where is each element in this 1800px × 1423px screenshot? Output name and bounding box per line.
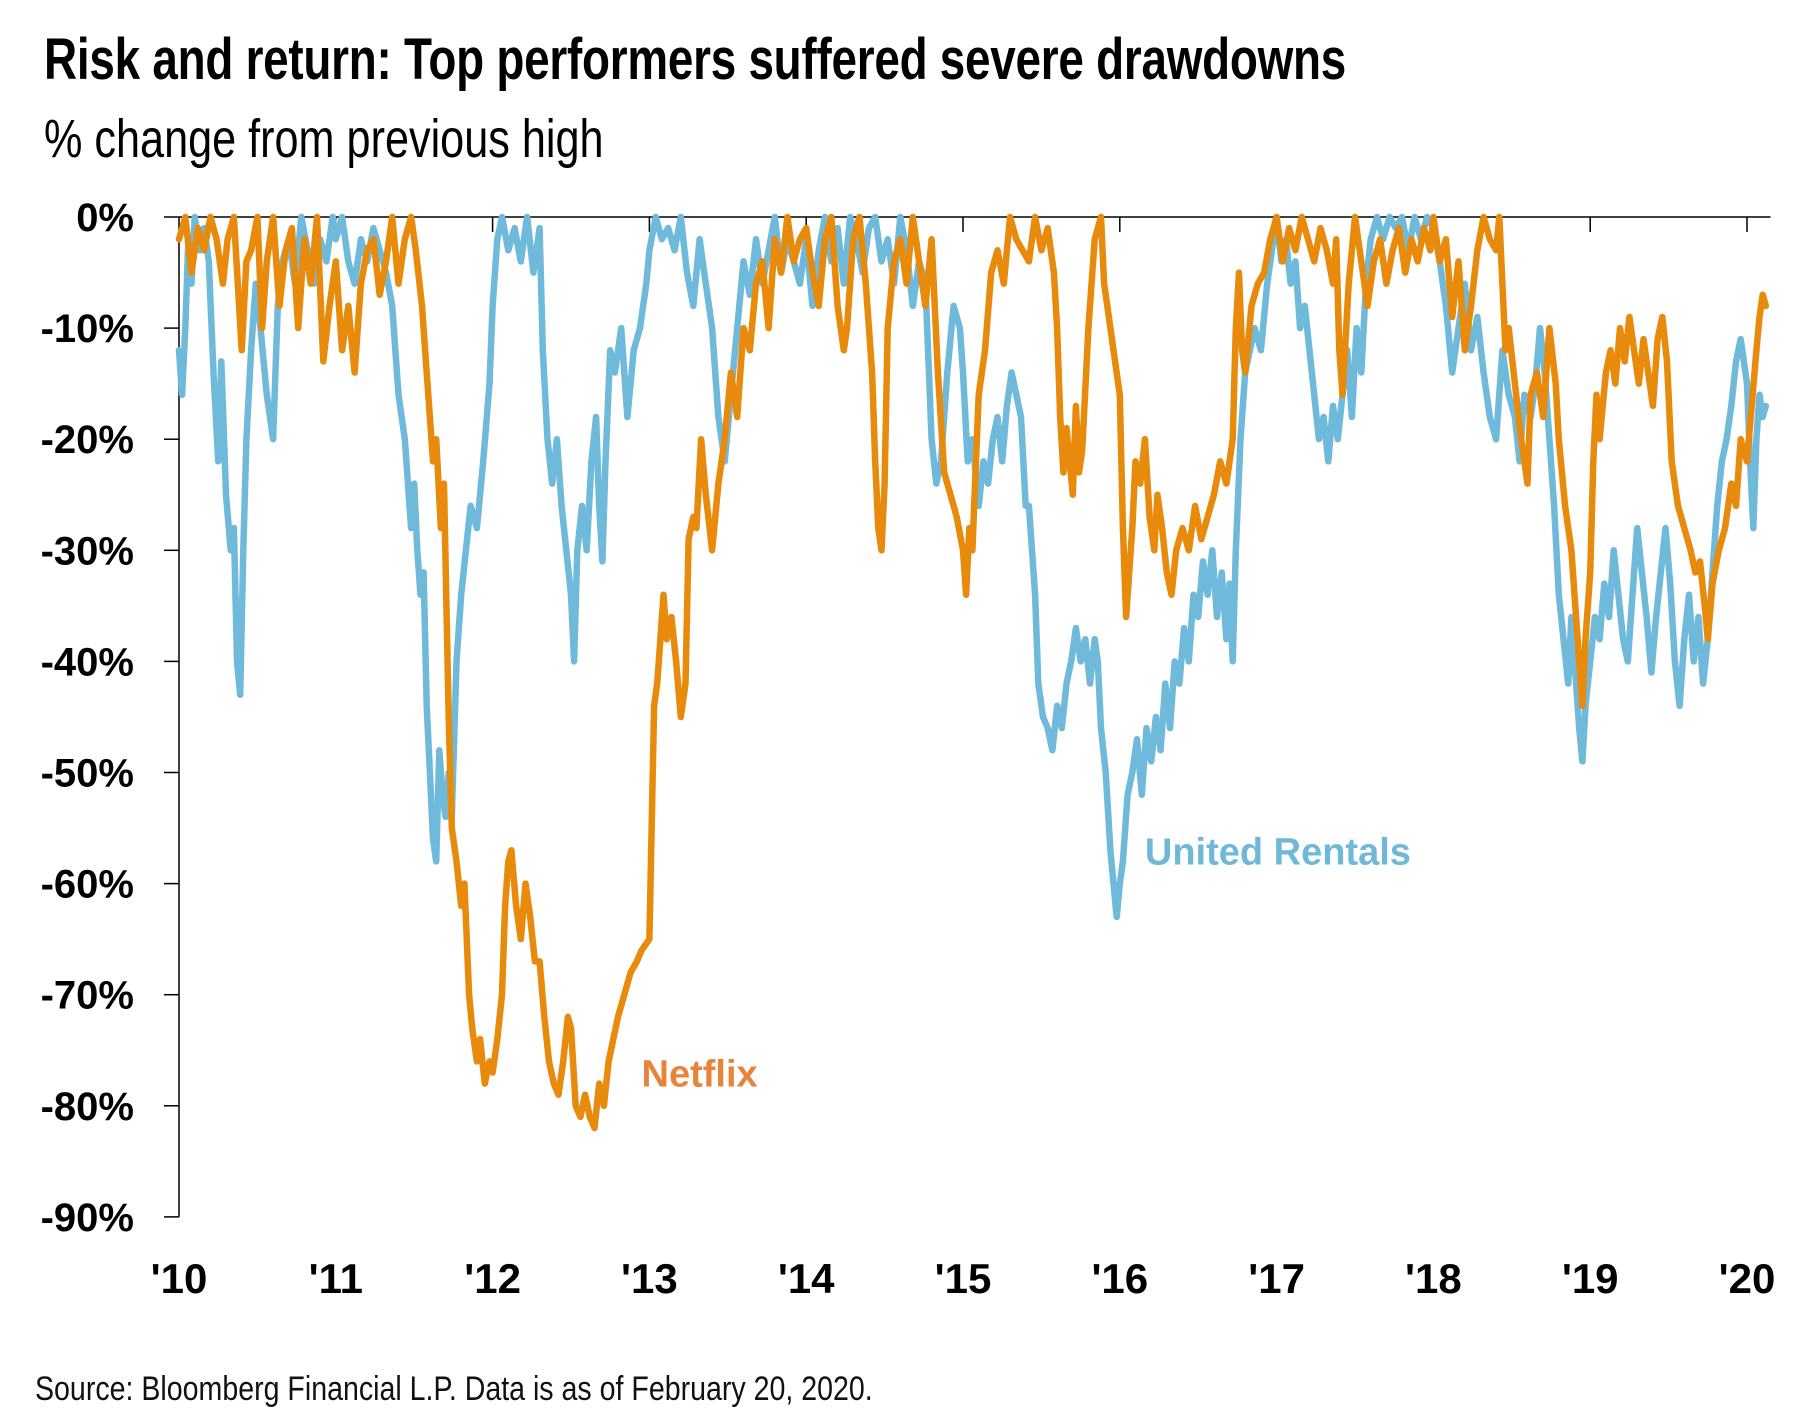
series-labels: Netflix United Rentals	[642, 831, 1411, 1095]
x-tick-label: '10	[151, 1255, 208, 1302]
x-tick-label: '14	[778, 1255, 835, 1302]
y-tick-label: 0%	[76, 196, 134, 240]
series-line-united-rentals	[175, 213, 1770, 921]
series-label-united-rentals: United Rentals	[1145, 831, 1411, 873]
y-tick-label: -20%	[41, 418, 134, 462]
chart-title: Risk and return: Top performers suffered…	[44, 27, 1347, 92]
y-tick-label: -60%	[41, 863, 134, 907]
series-label-netflix: Netflix	[642, 1053, 758, 1095]
x-tick-label: '18	[1405, 1255, 1462, 1302]
y-tick-label: -10%	[41, 307, 134, 351]
y-tick-label: -80%	[41, 1085, 134, 1129]
x-tick-label: '13	[621, 1255, 678, 1302]
chart-subtitle: % change from previous high	[44, 109, 604, 169]
y-axis: 0% -10% -20% -30% -40% -50% -60% -70% -80% -90%	[41, 196, 180, 1240]
x-tick-label: '17	[1248, 1255, 1305, 1302]
y-tick-label: -30%	[41, 529, 134, 573]
x-tick-label: '12	[464, 1255, 521, 1302]
series-line-netflix	[175, 213, 1770, 1132]
y-tick-label: -40%	[41, 640, 134, 684]
x-tick-label: '20	[1719, 1255, 1776, 1302]
x-tick-label: '16	[1091, 1255, 1148, 1302]
source-note: Source: Bloomberg Financial L.P. Data is…	[35, 1370, 873, 1408]
y-tick-label: -50%	[41, 752, 134, 796]
y-tick-label: -70%	[41, 974, 134, 1018]
x-axis: '10 '11 '12 '13 '14 '15 '16 '17 '18 '19 '20	[151, 216, 1776, 1302]
y-tick-label: -90%	[41, 1196, 134, 1240]
x-tick-label: '15	[935, 1255, 992, 1302]
x-tick-label: '19	[1562, 1255, 1619, 1302]
x-tick-label: '11	[309, 1255, 363, 1302]
series-layer	[175, 213, 1770, 1132]
